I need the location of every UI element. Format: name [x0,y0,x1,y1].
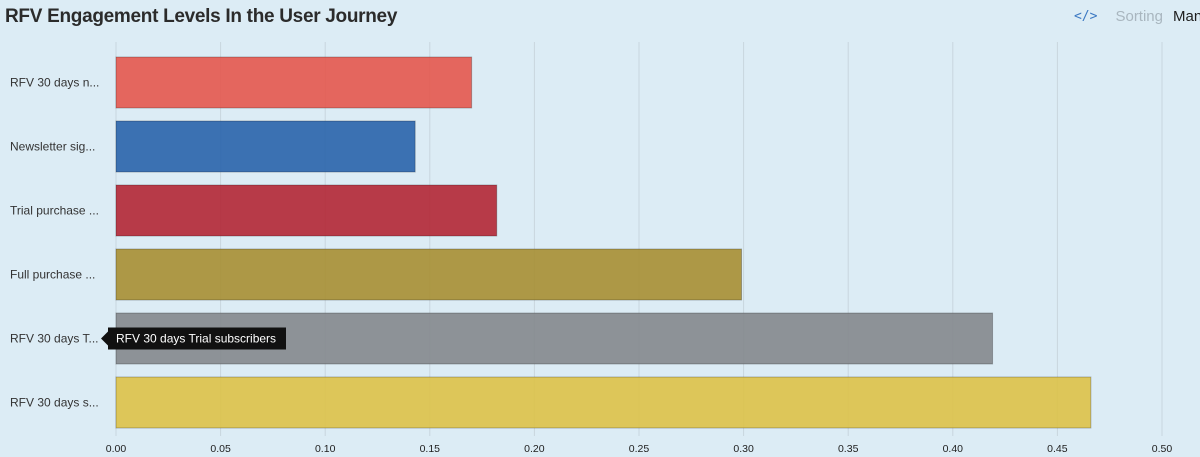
x-tick-label: 0.40 [943,443,964,455]
chart-title: RFV Engagement Levels In the User Journe… [5,6,398,27]
category-label: RFV 30 days T... [10,332,98,346]
bars [115,56,1092,429]
tooltip: RFV 30 days Trial subscribers [101,327,286,350]
x-tick-label: 0.20 [524,443,545,455]
sorting-label: Sorting [1115,7,1163,25]
tooltip-text: RFV 30 days Trial subscribers [116,332,276,346]
x-tick-label: 0.30 [733,443,754,455]
x-tick-label: 0.10 [315,443,336,455]
category-label: Newsletter sig... [10,140,95,154]
x-tick-label: 0.00 [106,443,127,455]
bar[interactable] [115,184,498,237]
x-tick-label: 0.25 [629,443,650,455]
category-label: Trial purchase ... [10,204,99,218]
x-tick-label: 0.35 [838,443,859,455]
category-labels: RFV 30 days n... Newsletter sig... Trial p… [10,76,99,410]
sorting-select[interactable]: Manual [1173,7,1200,25]
tooltip-box [101,327,286,350]
bar[interactable] [115,376,1092,429]
bar[interactable] [115,120,416,173]
x-tick-label: 0.45 [1047,443,1068,455]
chart-toolbar: </> Sorting Manual [1074,5,1200,27]
category-label: RFV 30 days s... [10,396,99,410]
x-tick-label: 0.50 [1152,443,1173,455]
x-axis-ticks: 0.00 0.05 0.10 0.15 0.20 0.25 0.30 0.35 0.40 0.45… [106,443,1173,455]
category-label: Full purchase ... [10,268,95,282]
bar[interactable] [115,248,743,301]
x-tick-label: 0.15 [420,443,441,455]
code-icon[interactable]: </> [1073,8,1098,24]
x-tick-label: 0.05 [210,443,231,455]
category-label: RFV 30 days n... [10,76,99,90]
bar[interactable] [115,56,473,109]
